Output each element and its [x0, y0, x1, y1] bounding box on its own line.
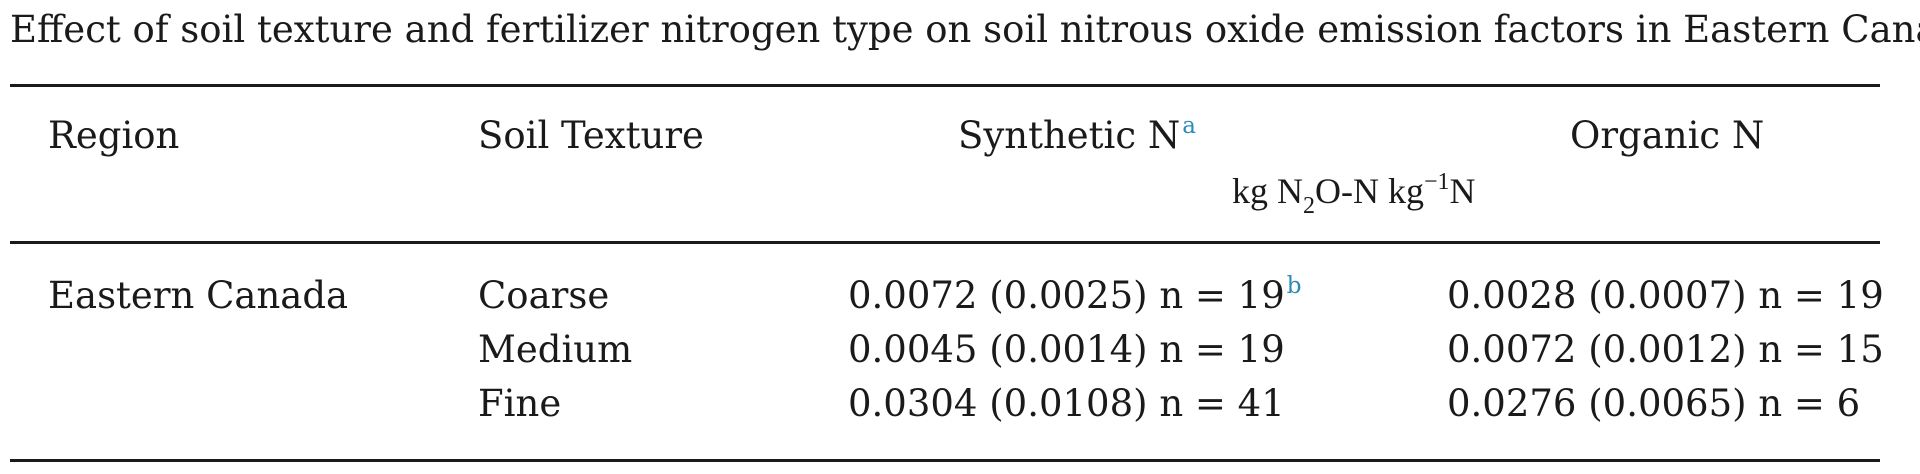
footnote-link-b[interactable]: b: [1286, 273, 1302, 299]
header-soil-texture: Soil Texture: [478, 114, 704, 157]
cell-organic-row-2: 0.0072 (0.0012) n = 15: [1447, 328, 1884, 371]
table-caption: Effect of soil texture and fertilizer ni…: [10, 8, 1920, 51]
unit-subscript: 2: [1303, 193, 1315, 219]
unit-part-1: kg N: [1232, 171, 1303, 211]
synthetic-value-row-1: 0.0072 (0.0025) n = 19: [848, 274, 1285, 317]
cell-synthetic-row-2: 0.0045 (0.0014) n = 19: [848, 328, 1285, 371]
cell-organic-row-3: 0.0276 (0.0065) n = 6: [1447, 382, 1861, 425]
unit-superscript: −1: [1423, 169, 1450, 195]
cell-organic-row-1: 0.0028 (0.0007) n = 19: [1447, 274, 1884, 317]
table-header-rule: [10, 241, 1880, 244]
header-synthetic-n-label: Synthetic N: [958, 114, 1181, 157]
header-region: Region: [48, 114, 180, 157]
unit-part-3: N: [1449, 171, 1476, 211]
footnote-link-a[interactable]: a: [1182, 113, 1196, 139]
cell-texture-row-1: Coarse: [478, 274, 610, 317]
table-bottom-rule: [10, 459, 1880, 462]
unit-part-2: O-N kg: [1315, 171, 1424, 211]
cell-synthetic-row-1: 0.0072 (0.0025) n = 19b: [848, 272, 1302, 325]
cell-texture-row-2: Medium: [478, 328, 633, 371]
header-organic-n: Organic N: [1570, 114, 1765, 157]
cell-region-row-1: Eastern Canada: [48, 274, 349, 317]
header-synthetic-n: Synthetic Na: [958, 112, 1196, 165]
cell-texture-row-3: Fine: [478, 382, 562, 425]
header-unit: kg N2O-N kg−1N: [1232, 167, 1476, 220]
table-top-rule: [10, 84, 1880, 87]
cell-synthetic-row-3: 0.0304 (0.0108) n = 41: [848, 382, 1285, 425]
